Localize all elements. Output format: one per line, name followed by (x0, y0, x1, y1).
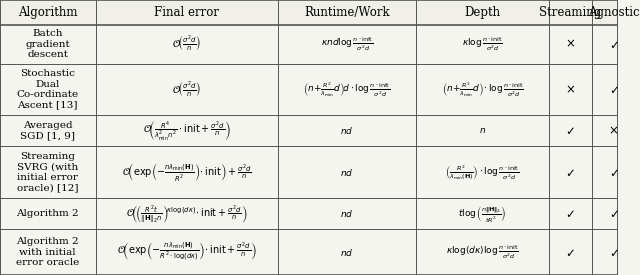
Text: $\mathcal{O}\!\left(\!\left(\frac{R^2 t}{\|\mathbf{H}\|_2 n}\right)^{\!\kappa\lo: $\mathcal{O}\!\left(\!\left(\frac{R^2 t}… (125, 203, 247, 225)
Text: $\mathcal{O}\!\left(\frac{R^4}{\lambda_{\min}^2 n^2}\cdot\mathrm{init}+\frac{\si: $\mathcal{O}\!\left(\frac{R^4}{\lambda_{… (143, 119, 230, 142)
Text: $\checkmark$: $\checkmark$ (566, 124, 575, 137)
Text: $\checkmark$: $\checkmark$ (609, 207, 618, 220)
Text: $\checkmark$: $\checkmark$ (609, 246, 618, 258)
Text: $\checkmark$: $\checkmark$ (566, 246, 575, 258)
Text: $n$: $n$ (479, 126, 486, 135)
Text: Algorithm 2
with initial
error oracle: Algorithm 2 with initial error oracle (16, 237, 79, 267)
Text: $\times$: $\times$ (609, 124, 619, 137)
Text: $\mathcal{O}\!\left(\frac{\sigma^2 d}{n}\right)$: $\mathcal{O}\!\left(\frac{\sigma^2 d}{n}… (172, 80, 201, 98)
Text: $\times$: $\times$ (565, 38, 575, 51)
Text: $\checkmark$: $\checkmark$ (566, 166, 575, 179)
Text: $\checkmark$: $\checkmark$ (609, 166, 618, 179)
Text: Final error: Final error (154, 6, 219, 19)
Text: $nd$: $nd$ (340, 208, 354, 219)
Text: $\left(\frac{R^2}{\lambda_{\min}(\mathbf{H})}\right)\cdot\log\frac{n\cdot\mathrm: $\left(\frac{R^2}{\lambda_{\min}(\mathbf… (445, 163, 520, 182)
Text: $\kappa nd\log\frac{n\cdot\mathrm{init}}{\sigma^2 d}$: $\kappa nd\log\frac{n\cdot\mathrm{init}}… (321, 35, 373, 53)
Text: $\kappa\log\frac{n\cdot\mathrm{init}}{\sigma^2 d}$: $\kappa\log\frac{n\cdot\mathrm{init}}{\s… (462, 35, 503, 53)
Text: $\kappa\log(d\kappa)\log\frac{n\cdot\mathrm{init}}{\sigma^2 d}$: $\kappa\log(d\kappa)\log\frac{n\cdot\mat… (446, 243, 519, 261)
Text: Streaming
SVRG (with
initial error
oracle) [12]: Streaming SVRG (with initial error oracl… (17, 152, 79, 192)
Text: $\left(n{+}\frac{R^2}{\lambda_{\min}}d\right)\!d\cdot\log\frac{n\cdot\mathrm{ini: $\left(n{+}\frac{R^2}{\lambda_{\min}}d\r… (303, 80, 390, 99)
Text: Averaged
SGD [1, 9]: Averaged SGD [1, 9] (20, 121, 76, 141)
Text: Runtime/Work: Runtime/Work (304, 6, 390, 19)
Bar (0, 0, 617, 25)
Text: $\checkmark$: $\checkmark$ (609, 83, 618, 96)
Text: Stochastic
Dual
Co-ordinate
Ascent [13]: Stochastic Dual Co-ordinate Ascent [13] (17, 69, 79, 109)
Text: $nd$: $nd$ (340, 125, 354, 136)
Text: $nd$: $nd$ (340, 247, 354, 258)
Text: $\mathcal{O}\!\left(\exp\!\left(-\frac{n\lambda_{\min}(\mathbf{H})}{R^2}\right)\: $\mathcal{O}\!\left(\exp\!\left(-\frac{n… (122, 161, 252, 183)
Text: $\times$: $\times$ (565, 83, 575, 96)
Text: Agnostic: Agnostic (588, 6, 639, 19)
Text: $\checkmark$: $\checkmark$ (566, 207, 575, 220)
Text: Algorithm 2: Algorithm 2 (17, 209, 79, 218)
Text: Batch
gradient
descent: Batch gradient descent (26, 29, 70, 59)
Text: $\left(n{+}\frac{R^2}{\lambda_{\min}}d\right)\!\cdot\log\frac{n\cdot\mathrm{init: $\left(n{+}\frac{R^2}{\lambda_{\min}}d\r… (442, 80, 524, 99)
Text: Depth: Depth (465, 6, 500, 19)
Text: $\mathcal{O}\!\left(\frac{\sigma^2 d}{n}\right)$: $\mathcal{O}\!\left(\frac{\sigma^2 d}{n}… (172, 35, 201, 53)
Text: $t\log\left(\frac{n\|\mathbf{H}\|_2}{tR^2}\right)$: $t\log\left(\frac{n\|\mathbf{H}\|_2}{tR^… (458, 204, 507, 224)
Text: $nd$: $nd$ (340, 167, 354, 178)
Text: Streaming: Streaming (540, 6, 602, 19)
Text: $\mathcal{O}\!\left(\exp\!\left(-\frac{n\lambda_{\min}(\mathbf{H})}{R^2\cdot\log: $\mathcal{O}\!\left(\exp\!\left(-\frac{n… (116, 241, 257, 263)
Text: Algorithm: Algorithm (18, 6, 77, 19)
Text: $\checkmark$: $\checkmark$ (609, 38, 618, 51)
